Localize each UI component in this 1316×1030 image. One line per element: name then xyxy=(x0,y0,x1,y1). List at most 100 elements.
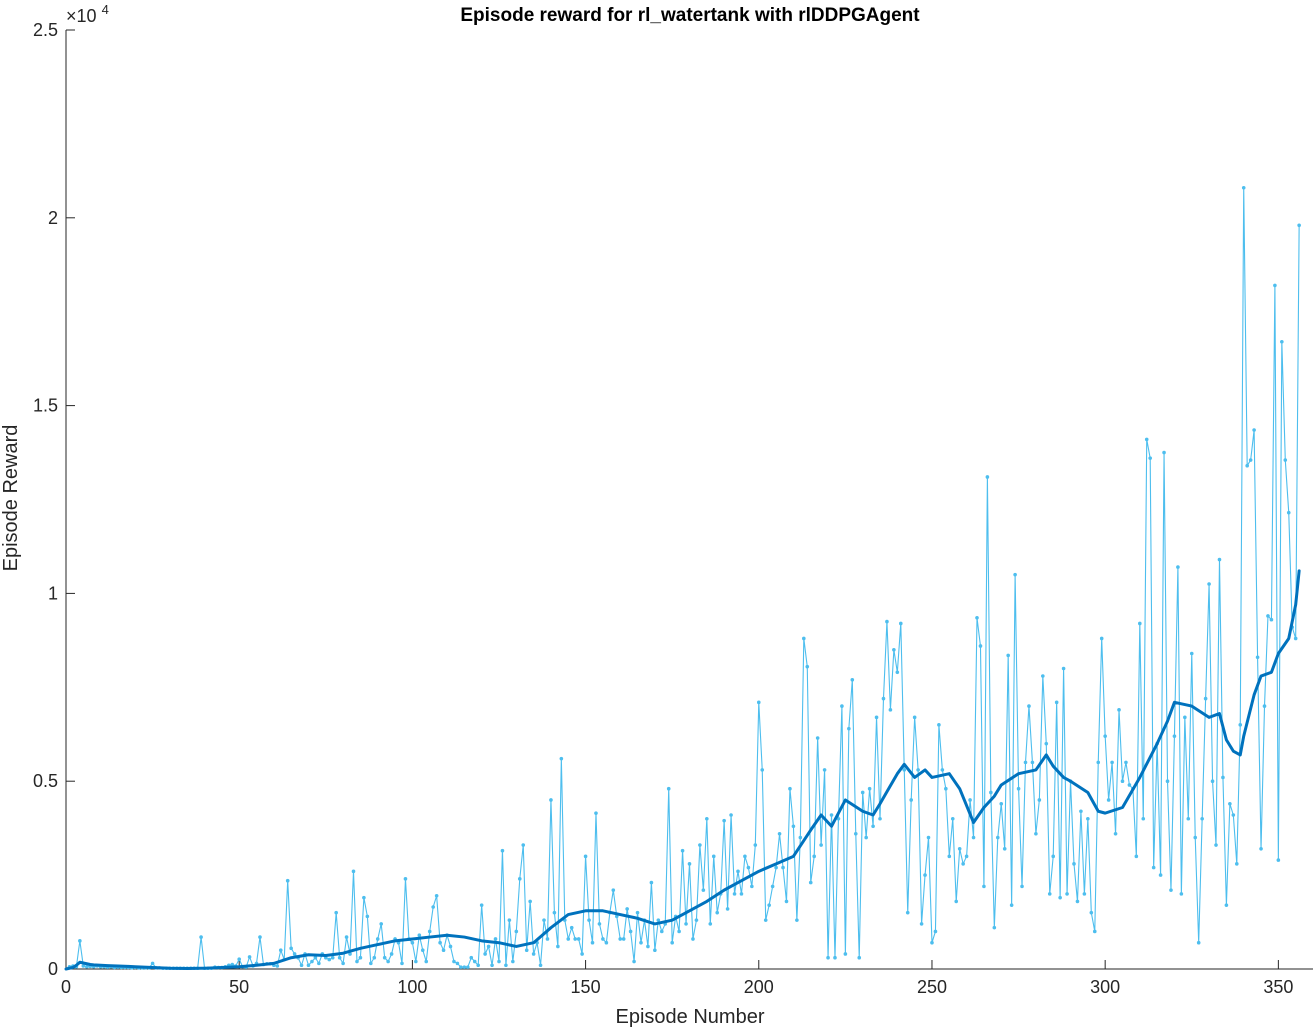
episode-reward-point xyxy=(1231,813,1236,817)
y-tick-label: 0 xyxy=(48,959,58,979)
episode-reward-point xyxy=(822,768,827,772)
y-tick-label: 2.5 xyxy=(33,20,58,40)
episode-reward-point xyxy=(1259,847,1263,851)
episode-reward-point xyxy=(1016,786,1021,791)
episode-reward-point xyxy=(1065,892,1069,896)
episode-reward-point xyxy=(635,910,640,915)
episode-reward-point xyxy=(420,948,425,953)
episode-reward-point xyxy=(521,843,526,847)
episode-reward-point xyxy=(1207,582,1211,586)
episode-reward-point xyxy=(1273,283,1277,288)
episode-reward-point xyxy=(1006,653,1010,658)
episode-reward-point xyxy=(1110,760,1114,765)
episode-reward-point xyxy=(1096,760,1101,765)
episode-reward-point xyxy=(306,963,311,968)
episode-reward-point xyxy=(362,895,366,900)
episode-reward-point xyxy=(594,811,598,815)
x-tick-label: 100 xyxy=(397,977,427,997)
episode-reward-point xyxy=(372,955,377,960)
episode-reward-point xyxy=(150,961,155,966)
episode-reward-point xyxy=(950,816,955,821)
episode-reward-point xyxy=(1034,831,1038,836)
y-tick-label: 2 xyxy=(48,208,58,228)
episode-reward-point xyxy=(78,939,82,943)
episode-reward-point xyxy=(1079,809,1083,814)
episode-reward-point xyxy=(905,910,910,915)
episode-reward-point xyxy=(337,955,342,960)
episode-reward-point xyxy=(601,937,605,941)
episode-reward-point xyxy=(871,824,875,829)
episode-reward-point xyxy=(639,940,643,945)
episode-reward-point xyxy=(559,756,564,761)
episode-reward-point xyxy=(258,935,262,939)
episode-reward-point xyxy=(500,848,505,853)
episode-reward-point xyxy=(292,952,297,956)
episode-reward-point xyxy=(597,922,602,926)
episode-reward-point xyxy=(517,877,522,881)
episode-reward-point xyxy=(919,922,924,926)
episode-reward-point xyxy=(912,715,917,720)
episode-reward-point xyxy=(1200,816,1204,821)
episode-reward-point xyxy=(944,786,948,791)
episode-reward-point xyxy=(971,835,976,840)
episode-reward-point xyxy=(1037,798,1042,802)
episode-reward-point xyxy=(1051,854,1056,859)
episode-reward-point xyxy=(310,959,314,964)
episode-reward-point xyxy=(736,869,740,874)
episode-reward-point xyxy=(1127,783,1132,787)
episode-reward-point xyxy=(1217,557,1222,562)
episode-reward-point xyxy=(750,884,754,889)
episode-reward-point xyxy=(417,933,422,937)
episode-reward-point xyxy=(583,854,588,859)
episode-reward-point xyxy=(549,798,553,802)
episode-reward-point xyxy=(888,708,893,712)
episode-reward-point xyxy=(469,955,474,960)
episode-reward-markers xyxy=(67,185,1301,971)
axes: 0 50 100 150 200 250 300 350 0 0.5 1 1.5 2 2.5 xyxy=(33,20,1313,997)
episode-reward-point xyxy=(829,813,834,817)
episode-reward-point xyxy=(479,903,484,907)
episode-reward-point xyxy=(566,937,571,941)
episode-reward-point xyxy=(788,786,792,791)
episode-reward-point xyxy=(542,918,546,922)
episode-reward-point xyxy=(729,813,733,817)
episode-reward-point xyxy=(1002,847,1007,851)
episode-reward-point xyxy=(802,636,806,641)
episode-reward-point xyxy=(431,905,435,909)
episode-reward-point xyxy=(441,948,446,953)
episode-reward-point xyxy=(632,959,636,964)
episode-reward-point xyxy=(1221,775,1225,780)
episode-reward-point xyxy=(462,965,467,969)
episode-reward-point xyxy=(1214,843,1218,847)
episode-reward-point xyxy=(299,963,304,968)
episode-reward-point xyxy=(400,961,404,966)
episode-reward-point xyxy=(805,664,810,669)
episode-reward-point xyxy=(763,918,768,922)
episode-reward-point xyxy=(614,914,619,919)
episode-reward-point xyxy=(840,704,844,708)
episode-reward-point xyxy=(459,965,463,969)
episode-reward-point xyxy=(1023,760,1028,765)
episode-reward-point xyxy=(1189,651,1194,656)
episode-reward-point xyxy=(1047,892,1052,896)
episode-reward-point xyxy=(455,961,460,966)
episode-reward-point xyxy=(978,644,983,648)
episode-reward-point xyxy=(355,959,359,964)
episode-reward-point xyxy=(590,940,595,945)
episode-reward-point xyxy=(947,854,952,859)
episode-reward-point xyxy=(1013,572,1017,577)
episode-reward-point xyxy=(1099,636,1104,641)
episode-reward-point xyxy=(1172,734,1177,738)
episode-reward-point xyxy=(1134,854,1139,859)
episode-reward-point xyxy=(705,816,709,821)
episode-reward-point xyxy=(881,696,886,701)
episode-reward-point xyxy=(1120,779,1125,783)
episode-reward-point xyxy=(1092,929,1097,934)
episode-reward-point xyxy=(1193,835,1198,840)
episode-reward-point xyxy=(1224,903,1229,907)
episode-reward-point xyxy=(1210,779,1215,783)
y-tick-label: 0.5 xyxy=(33,771,58,791)
episode-reward-point xyxy=(995,835,1000,840)
episode-reward-point xyxy=(472,959,477,964)
